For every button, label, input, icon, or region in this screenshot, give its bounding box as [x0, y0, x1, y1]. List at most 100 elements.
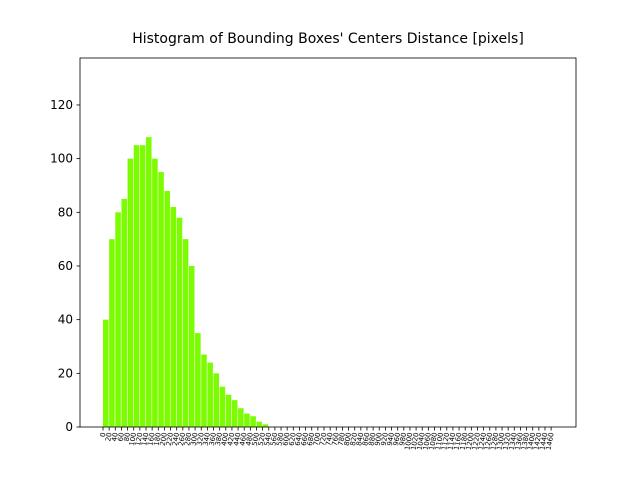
bar: [195, 333, 201, 427]
x-tick-label: 1060: [422, 432, 433, 451]
x-tick-label: 700: [312, 432, 322, 447]
x-tick-label: 140: [140, 432, 150, 447]
bar: [231, 400, 238, 427]
bar: [182, 239, 189, 427]
bar: [109, 239, 115, 427]
x-tick-label: 1440: [538, 432, 549, 451]
bar: [139, 145, 146, 427]
bar: [176, 217, 183, 427]
bar: [158, 172, 164, 427]
x-tick-label: 1180: [459, 432, 470, 451]
x-tick-label: 760: [331, 432, 341, 447]
x-tick-label: 1320: [502, 432, 513, 451]
bar: [170, 206, 177, 427]
x-tick-label: 600: [281, 432, 291, 447]
x-tick-label: 480: [245, 432, 255, 447]
x-tick-label: 60: [116, 432, 125, 442]
x-tick-label: 880: [367, 432, 377, 447]
bar: [238, 408, 244, 427]
x-tick-label: 20: [104, 432, 113, 442]
x-tick-label: 320: [196, 432, 206, 447]
x-tick-label: 1020: [410, 432, 421, 451]
x-tick-label: 840: [355, 432, 365, 447]
x-tick-label: 1140: [446, 432, 457, 451]
bar: [188, 265, 195, 427]
x-tick-label: 300: [189, 432, 199, 447]
x-tick-label: 420: [226, 432, 236, 447]
x-tick-label: 180: [153, 432, 163, 447]
x-tick-label: 1040: [416, 432, 427, 451]
x-tick-label: 820: [349, 432, 359, 447]
x-tick-label: 1160: [453, 432, 464, 451]
x-tick-label: 1200: [465, 432, 476, 451]
x-tick-label: 260: [177, 432, 187, 447]
x-tick-label: 240: [171, 432, 181, 447]
x-tick-label: 360: [208, 432, 218, 447]
bar: [201, 354, 207, 427]
bar: [256, 421, 263, 427]
bar: [244, 413, 250, 427]
y-tick-label: 20: [58, 366, 73, 380]
y-tick-label: 40: [58, 313, 73, 327]
x-tick-label: 340: [202, 432, 212, 447]
x-tick-label: 400: [220, 432, 230, 447]
bar: [103, 319, 109, 427]
bar: [127, 158, 134, 428]
x-tick-label: 120: [134, 432, 144, 447]
x-tick-label: 920: [380, 432, 390, 447]
x-tick-label: 580: [275, 432, 285, 447]
x-tick-label: 860: [361, 432, 371, 447]
x-tick-label: 1000: [403, 432, 414, 451]
x-tick-label: 540: [263, 432, 273, 447]
bar: [121, 198, 127, 427]
x-tick-label: 1380: [520, 432, 531, 451]
bar: [207, 362, 213, 427]
x-tick-label: 1460: [545, 432, 556, 451]
x-tick-label: 160: [146, 432, 156, 447]
bar: [145, 137, 152, 427]
x-tick-label: 520: [257, 432, 267, 447]
x-tick-label: 940: [386, 432, 396, 447]
x-tick-label: 980: [398, 432, 408, 447]
x-tick-label: 1120: [440, 432, 451, 451]
x-tick-label: 960: [392, 432, 402, 447]
x-tick-label: 1220: [471, 432, 482, 451]
x-tick-label: 740: [324, 432, 334, 447]
x-tick-label: 1100: [434, 432, 445, 451]
bar: [115, 212, 121, 427]
x-tick-label: 1300: [496, 432, 507, 451]
bar: [219, 386, 226, 427]
bar: [133, 145, 140, 427]
bar: [262, 424, 269, 427]
x-tick-label: 40: [110, 432, 119, 442]
x-tick-label: 800: [343, 432, 353, 447]
chart-title: Histogram of Bounding Boxes' Centers Dis…: [132, 31, 524, 47]
x-tick-label: 200: [159, 432, 169, 447]
y-tick-label: 100: [50, 152, 73, 166]
x-tick-label: 460: [238, 432, 248, 447]
x-tick-label: 0: [99, 432, 108, 438]
x-tick-label: 100: [128, 432, 138, 447]
bar: [213, 373, 220, 427]
x-tick-label: 500: [251, 432, 261, 447]
x-tick-label: 380: [214, 432, 224, 447]
x-tick-label: 560: [269, 432, 279, 447]
bar: [225, 394, 232, 427]
x-tick-label: 780: [337, 432, 347, 447]
axes-frame: [79, 57, 577, 428]
y-tick-label: 80: [58, 205, 73, 219]
x-tick-label: 1240: [477, 432, 488, 451]
y-tick-label: 60: [58, 259, 73, 273]
x-tick-label: 1420: [532, 432, 543, 451]
x-tick-label: 1080: [428, 432, 439, 451]
y-tick-label: 0: [65, 420, 73, 434]
y-tick-label: 120: [50, 98, 73, 112]
x-tick-label: 900: [374, 432, 384, 447]
x-tick-label: 1360: [514, 432, 525, 451]
bar: [164, 190, 170, 427]
x-tick-label: 680: [306, 432, 316, 447]
x-tick-label: 280: [183, 432, 193, 447]
x-tick-label: 1340: [508, 432, 519, 451]
x-tick-label: 1400: [526, 432, 537, 451]
x-tick-label: 1260: [483, 432, 494, 451]
